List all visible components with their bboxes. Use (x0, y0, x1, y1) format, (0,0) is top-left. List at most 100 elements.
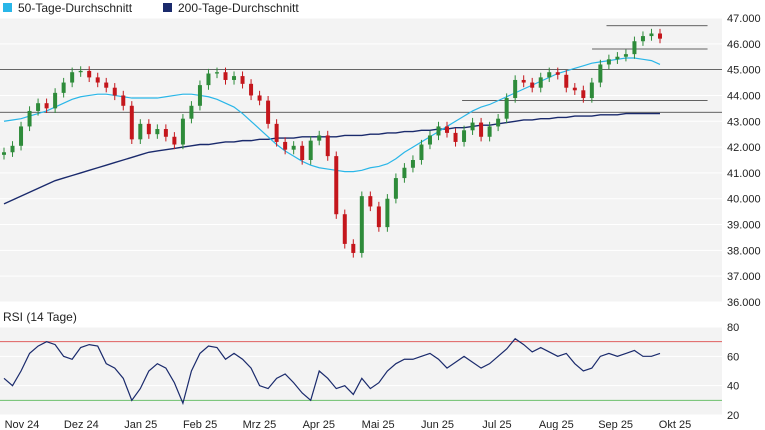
candle-body (538, 77, 543, 88)
candle-body (606, 59, 611, 65)
price-tick-label: 41.000 (727, 168, 761, 180)
x-tick-label: Feb 25 (183, 419, 217, 430)
candle-body (36, 103, 41, 111)
price-panel: 47.000 46.000 45.000 44.000 43.000 42.000 41.0… (0, 13, 761, 309)
x-tick-label: Apr 25 (303, 419, 335, 430)
candle-body (155, 129, 160, 135)
price-axis-labels: 47.000 46.000 45.000 44.000 43.000 42.000 41.0… (727, 13, 761, 309)
candle-body (410, 160, 415, 168)
candle-body (172, 136, 177, 145)
rsi-tick-label: 40 (727, 381, 739, 393)
legend: 50-Tage-Durchschnitt 200-Tage-Durchschni… (3, 1, 299, 15)
candle-body (223, 72, 228, 80)
candle-body (317, 135, 322, 141)
rsi-title: RSI (14 Tage) (3, 310, 77, 324)
candle-body (462, 130, 467, 142)
candle-body (180, 118, 185, 145)
price-tick-label: 45.000 (727, 65, 761, 77)
candle-body (427, 135, 432, 145)
candle-body (19, 126, 24, 146)
candle-body (589, 82, 594, 99)
candle-body (385, 198, 390, 228)
price-tick-label: 40.000 (727, 194, 761, 206)
candle-body (393, 178, 398, 199)
candle-body (623, 54, 628, 57)
candle-body (521, 79, 526, 83)
x-tick-label: Mai 25 (362, 419, 395, 430)
candle-body (240, 76, 245, 84)
candle-body (453, 132, 458, 142)
x-tick-label: Dez 24 (64, 419, 99, 430)
candle-body (368, 196, 373, 207)
candle-body (266, 100, 271, 124)
rsi-tick-label: 20 (727, 410, 739, 422)
candle-body (146, 123, 151, 135)
rsi-axis-labels: 80 60 40 20 (727, 322, 739, 422)
candle-body (163, 129, 168, 137)
candle-body (232, 76, 237, 80)
candle-body (376, 206, 381, 228)
candle-body (78, 70, 83, 73)
x-tick-label: Sep 25 (598, 419, 633, 430)
candle-body (10, 145, 15, 153)
x-tick-label: Jul 25 (482, 419, 511, 430)
candle-body (325, 135, 330, 157)
candle-body (555, 72, 560, 75)
candle-body (640, 36, 645, 42)
candle-body (513, 79, 518, 99)
x-tick-label: Jun 25 (421, 419, 454, 430)
candle-body (436, 126, 441, 136)
candle-body (70, 72, 75, 83)
candle-body (359, 196, 364, 253)
candle-body (564, 74, 569, 88)
rsi-tick-label: 60 (727, 351, 739, 363)
candle-body (2, 152, 6, 155)
legend-swatch-50 (3, 3, 12, 12)
candle-body (351, 243, 356, 253)
candle-body (547, 72, 552, 78)
candle-body (283, 141, 288, 150)
candle-body (44, 103, 49, 109)
candle-body (504, 98, 509, 119)
candle-body (658, 33, 662, 39)
candle-body (257, 95, 262, 101)
ma200-line (3, 112, 660, 205)
candle-body (291, 145, 296, 150)
price-tick-label: 42.000 (727, 142, 761, 154)
candle-body (572, 87, 577, 91)
price-tick-label: 44.000 (727, 90, 761, 102)
candle-body (53, 92, 58, 109)
rsi-line (3, 337, 661, 406)
candle-body (214, 72, 219, 74)
rsi-panel-background (0, 327, 722, 415)
candle-body (274, 123, 279, 142)
candle-body (496, 118, 501, 127)
candle-body (530, 82, 535, 88)
price-tick-label: 37.000 (727, 271, 761, 283)
price-panel-background (0, 18, 722, 302)
legend-swatch-200 (163, 3, 172, 12)
candle-body (189, 105, 194, 119)
price-tick-label: 36.000 (727, 297, 761, 309)
rsi-tick-label: 80 (727, 322, 739, 334)
rsi-panel: 80 60 40 20 (0, 322, 739, 422)
candle-body (308, 140, 313, 160)
candle-body (121, 95, 126, 106)
candle-body (342, 214, 347, 244)
price-tick-label: 46.000 (727, 39, 761, 51)
candle-body (249, 83, 254, 96)
x-axis-labels: Nov 24 Dez 24 Jan 25 Feb 25 Mrz 25 Apr 25 Mai … (5, 419, 692, 430)
x-tick-label: Mrz 25 (243, 419, 277, 430)
price-tick-label: 39.000 (727, 220, 761, 232)
candle-body (402, 167, 407, 179)
candle-body (197, 85, 202, 106)
candle-body (206, 73, 211, 86)
candle-body (419, 144, 424, 160)
candle-body (581, 90, 586, 99)
candle-body (649, 33, 654, 37)
legend-label-50: 50-Tage-Durchschnitt (18, 1, 133, 15)
candle-body (632, 41, 637, 55)
candle-body (300, 145, 305, 160)
candle-body (95, 77, 100, 83)
